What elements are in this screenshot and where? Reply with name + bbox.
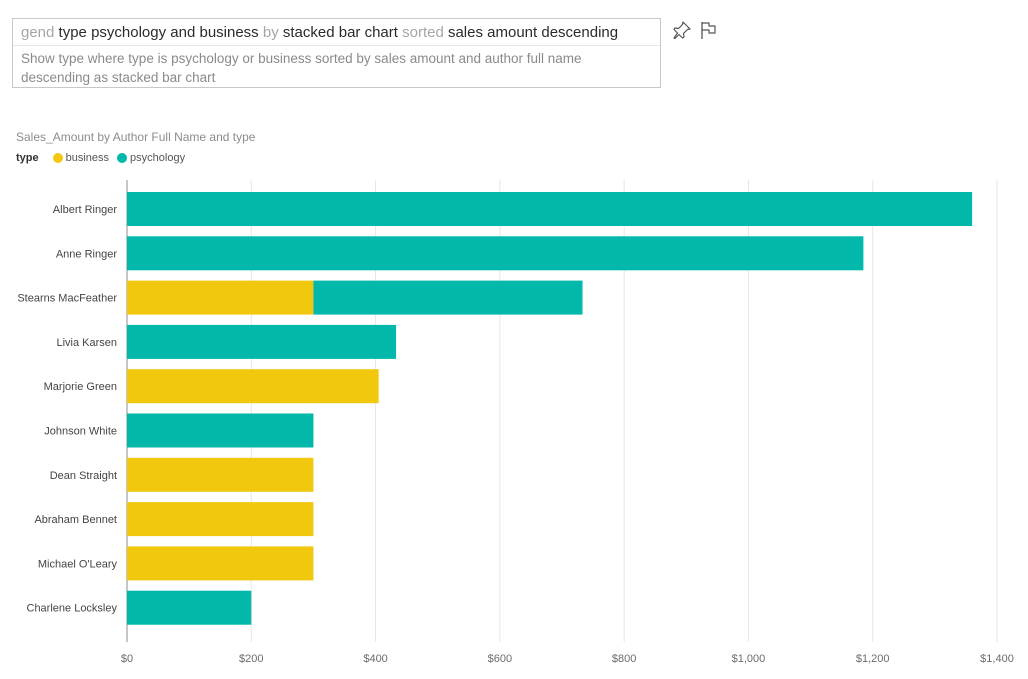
qa-query-segment: stacked bar chart [282, 24, 398, 41]
x-tick-label: $200 [239, 653, 263, 665]
qa-suggestion[interactable]: Show type where type is psychology or bu… [21, 51, 582, 85]
pin-icon[interactable] [672, 20, 692, 40]
x-tick-label: $1,000 [732, 653, 766, 665]
bar-psychology[interactable] [127, 236, 864, 271]
x-tick-label: $600 [488, 653, 512, 665]
bar-business[interactable] [127, 280, 314, 315]
qa-query-segment: type psychology and business [58, 24, 259, 41]
category-label: Anne Ringer [56, 248, 117, 260]
bar-business[interactable] [127, 502, 314, 537]
legend-item-psychology[interactable]: psychology [117, 152, 185, 164]
bar-psychology[interactable] [127, 413, 314, 448]
x-tick-label: $400 [363, 653, 387, 665]
flag-icon[interactable] [699, 20, 719, 40]
qa-box: gend type psychology and business by sta… [12, 18, 661, 88]
qa-query-segment: sales amount descending [447, 24, 619, 41]
category-label: Abraham Bennet [34, 514, 117, 526]
category-label: Dean Straight [50, 470, 117, 482]
bar-psychology[interactable] [127, 590, 252, 625]
legend-dot-business [52, 153, 63, 163]
legend-dot-psychology [117, 153, 128, 163]
x-tick-label: $800 [612, 653, 636, 665]
category-label: Michael O'Leary [38, 558, 118, 570]
legend: type business psychology [16, 152, 193, 164]
category-label: Stearns MacFeather [17, 293, 117, 305]
category-label: Marjorie Green [44, 381, 117, 393]
legend-label-business: business [65, 152, 110, 164]
bar-psychology[interactable] [127, 324, 397, 359]
legend-item-business[interactable]: business [52, 152, 110, 164]
qa-query-segment: sorted [397, 24, 448, 41]
category-label: Livia Karsen [56, 337, 117, 349]
chart-title: Sales_Amount by Author Full Name and typ… [16, 130, 256, 144]
bar-psychology[interactable] [313, 280, 583, 315]
category-label: Charlene Locksley [27, 603, 118, 615]
x-tick-label: $1,200 [856, 653, 890, 665]
qa-query-input[interactable]: gend type psychology and business by sta… [13, 20, 660, 46]
x-tick-label: $0 [121, 653, 133, 665]
x-tick-label: $1,400 [980, 653, 1014, 665]
category-label: Albert Ringer [53, 204, 118, 216]
bar-psychology[interactable] [127, 192, 973, 226]
qa-query-segment: by [258, 24, 283, 41]
bar-business[interactable] [127, 457, 314, 492]
qa-query-segment: gend [21, 24, 59, 41]
legend-title: type [16, 152, 39, 164]
category-label: Johnson White [44, 426, 117, 438]
legend-label-psychology: psychology [130, 152, 186, 164]
bar-business[interactable] [127, 546, 314, 581]
bar-business[interactable] [127, 369, 379, 404]
